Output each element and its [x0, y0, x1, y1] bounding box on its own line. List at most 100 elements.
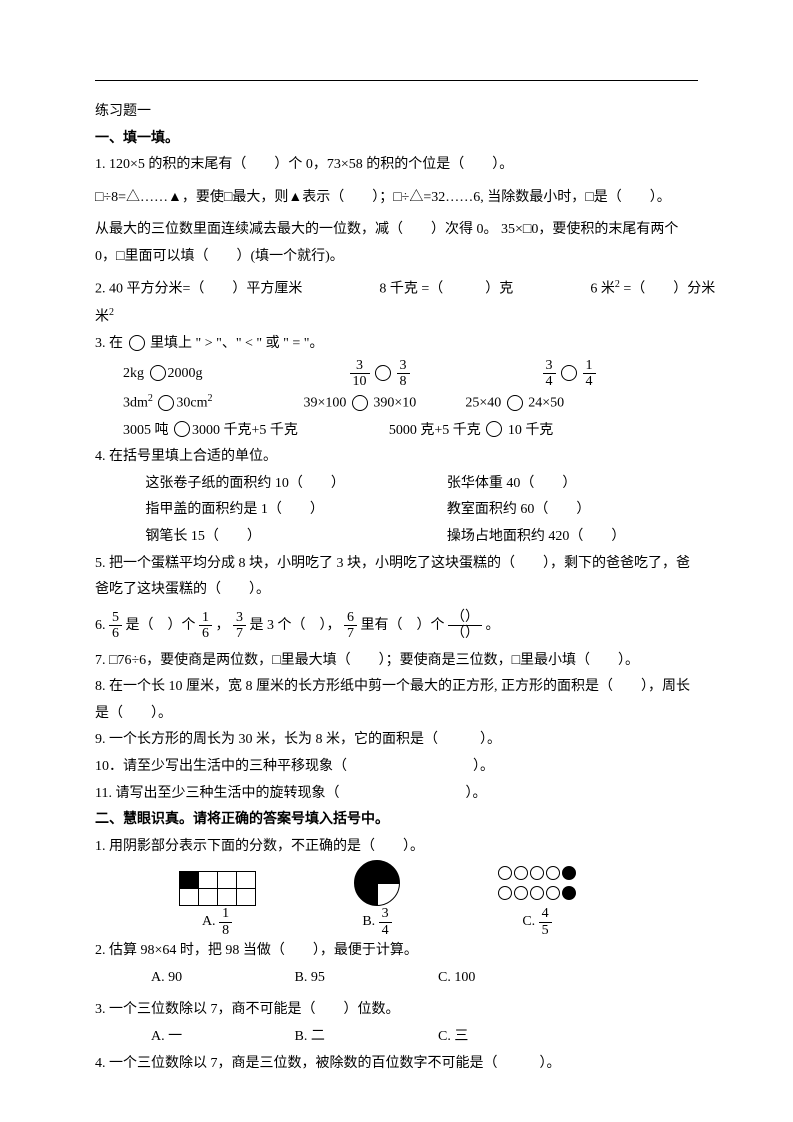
frac-1-6: 16	[199, 610, 212, 642]
q4-row2: 指甲盖的面积约是 1（ ） 教室面积约 60（ ）	[95, 497, 698, 524]
q6-prefix: 6.	[95, 618, 106, 633]
q3-r3-a: 3005 吨	[123, 423, 169, 438]
q1-line1: 1. 120×5 的积的末尾有（ ）个 0，73×58 的积的个位是（ ）。	[95, 152, 698, 179]
q4-row3: 钢笔长 15（ ） 操场占地面积约 420（ ）	[95, 524, 698, 551]
s2-q3-c: C. 三	[438, 1029, 468, 1044]
s2-q3-b: B. 二	[295, 1024, 435, 1051]
q4e: 钢笔长 15（ ）	[95, 524, 447, 551]
q2-part-b: 8 千克 =（ ）克	[379, 281, 513, 296]
q3-r2-f: 24×50	[528, 396, 564, 411]
q6-text-e: 。	[486, 618, 500, 633]
section-1-heading: 一、填一填。	[95, 126, 698, 153]
sq-exp: 2	[208, 393, 213, 404]
s2-q2-a: A. 90	[151, 965, 291, 992]
compare-circle-icon	[375, 365, 391, 381]
s2-q2-b: B. 95	[295, 965, 435, 992]
frac-3-4: 34	[543, 358, 556, 390]
q3-prefix: 3. 在	[95, 336, 123, 351]
opt-b-label: B.	[362, 914, 375, 929]
q4c: 指甲盖的面积约是 1（ ）	[95, 497, 447, 524]
q3-r2-e: 25×40	[465, 396, 501, 411]
frac-1-8: 18	[219, 906, 232, 938]
frac-3-10: 310	[350, 358, 370, 390]
q4-head: 4. 在括号里填上合适的单位。	[95, 444, 698, 471]
q6-text-b: ，	[216, 618, 230, 633]
s2-q2-c: C. 100	[438, 970, 475, 985]
q3-head: 3. 在 里填上 " > "、" < " 或 " = "。	[95, 331, 698, 358]
s2-q1-figures	[95, 860, 698, 906]
q3-row1: 2kg 2000g 310 38 34 14	[95, 358, 698, 390]
top-rule	[95, 80, 698, 81]
q3-r2-c: 39×100	[304, 396, 347, 411]
q6-text-c: 是 3 个（ ），	[250, 618, 341, 633]
q6: 6. 56 是（ ）个 16 ， 37 是 3 个（ ）， 67 里有（ ）个 …	[95, 610, 698, 642]
q3-suffix: 里填上 " > "、" < " 或 " = "。	[150, 336, 323, 351]
q11: 11. 请写出至少三种生活中的旋转现象（ ）。	[95, 781, 698, 808]
s2-q3-a: A. 一	[151, 1024, 291, 1051]
q7: 7. □76÷6，要使商是两位数，□里最大填（ ）；要使商是三位数，□里最小填（…	[95, 648, 698, 675]
q3-row2: 3dm2 30cm2 39×100 390×10 25×40 24×50	[95, 389, 698, 417]
s2-q2: 2. 估算 98×64 时，把 98 当做（ ），最便于计算。	[95, 938, 698, 965]
q3-r2-b: 30cm	[176, 396, 207, 411]
q9: 9. 一个长方形的周长为 30 米，长为 8 米，它的面积是（ ）。	[95, 727, 698, 754]
frac-4-5: 45	[539, 906, 552, 938]
q4f: 操场占地面积约 420（ ）	[447, 524, 626, 551]
q1-line3: 从最大的三位数里面连续减去最大的一位数，减（ ）次得 0。 35×□0，要使积的…	[95, 217, 698, 270]
q2-unit-tail: 米2	[95, 303, 698, 331]
frac-3-4-opt: 34	[379, 906, 392, 938]
pie-3-4-icon	[354, 860, 400, 906]
circle-icon	[129, 335, 145, 351]
grid-1-8-icon	[179, 871, 256, 906]
s2-q3: 3. 一个三位数除以 7，商不可能是（ ）位数。	[95, 997, 698, 1024]
q2-part-a: 2. 40 平方分米=（ ）平方厘米	[95, 281, 302, 296]
dots-4-5-icon	[497, 866, 577, 906]
q4b: 张华体重 40（ ）	[447, 471, 577, 498]
q3-row3: 3005 吨 3000 千克+5 千克 5000 克+5 千克 10 千克	[95, 418, 698, 445]
s2-q2-opts: A. 90 B. 95 C. 100	[95, 965, 698, 992]
q6-text-a: 是（ ）个	[126, 618, 196, 633]
frac-6-7: 67	[344, 610, 357, 642]
fig-a-wrap	[137, 871, 297, 906]
compare-circle-icon	[352, 395, 368, 411]
q8: 8. 在一个长 10 厘米，宽 8 厘米的长方形纸中剪一个最大的正方形, 正方形…	[95, 674, 698, 727]
s2-q4: 4. 一个三位数除以 7，商是三位数，被除数的百位数字不可能是（ ）。	[95, 1051, 698, 1078]
compare-circle-icon	[561, 365, 577, 381]
q3-r3-d: 10 千克	[508, 423, 554, 438]
worksheet-page: 练习题一 一、填一填。 1. 120×5 的积的末尾有（ ）个 0，73×58 …	[0, 0, 793, 1122]
opt-c: C. 45	[457, 906, 617, 938]
q3-r2-a: 3dm	[123, 396, 148, 411]
q6-text-d: 里有（ ）个	[361, 618, 445, 633]
compare-circle-icon	[486, 421, 502, 437]
frac-blank: （）（）	[448, 610, 482, 642]
s2-q1: 1. 用阴影部分表示下面的分数，不正确的是（ ）。	[95, 834, 698, 861]
fig-c-wrap	[457, 866, 617, 906]
q3-r1-a: 2kg	[123, 366, 144, 381]
compare-circle-icon	[174, 421, 190, 437]
frac-5-6: 56	[109, 610, 122, 642]
frac-3-7: 37	[233, 610, 246, 642]
opt-a: A. 18	[137, 906, 297, 938]
q3-r2-d: 390×10	[373, 396, 416, 411]
q4a: 这张卷子纸的面积约 10（ ）	[95, 471, 447, 498]
worksheet-title: 练习题一	[95, 99, 698, 126]
q3-r3-b: 3000 千克+5 千克	[192, 423, 298, 438]
q1-line2: □÷8=△……▲，要使□最大，则▲表示（ ）；□÷△=32……6, 当除数最小时…	[95, 185, 698, 212]
q5: 5. 把一个蛋糕平均分成 8 块，小明吃了 3 块，小明吃了这块蛋糕的（ ），剩…	[95, 551, 698, 604]
opt-a-label: A.	[202, 914, 216, 929]
compare-circle-icon	[150, 365, 166, 381]
opt-b: B. 34	[297, 906, 457, 938]
q3-r1-b: 2000g	[168, 366, 203, 381]
frac-1-4: 14	[583, 358, 596, 390]
q4d: 教室面积约 60（ ）	[447, 497, 591, 524]
sq-exp: 2	[148, 393, 153, 404]
compare-circle-icon	[507, 395, 523, 411]
q2-row: 2. 40 平方分米=（ ）平方厘米 8 千克 =（ ）克 6 米2 =（ ）分…	[95, 275, 698, 303]
frac-3-8: 38	[397, 358, 410, 390]
s2-q1-options: A. 18 B. 34 C. 45	[95, 906, 698, 938]
s2-q3-opts: A. 一 B. 二 C. 三	[95, 1024, 698, 1051]
fig-b-wrap	[297, 860, 457, 906]
section-2-heading: 二、慧眼识真。请将正确的答案号填入括号中。	[95, 807, 698, 834]
compare-circle-icon	[158, 395, 174, 411]
opt-c-label: C.	[522, 914, 535, 929]
q3-r3-c: 5000 克+5 千克	[389, 423, 481, 438]
